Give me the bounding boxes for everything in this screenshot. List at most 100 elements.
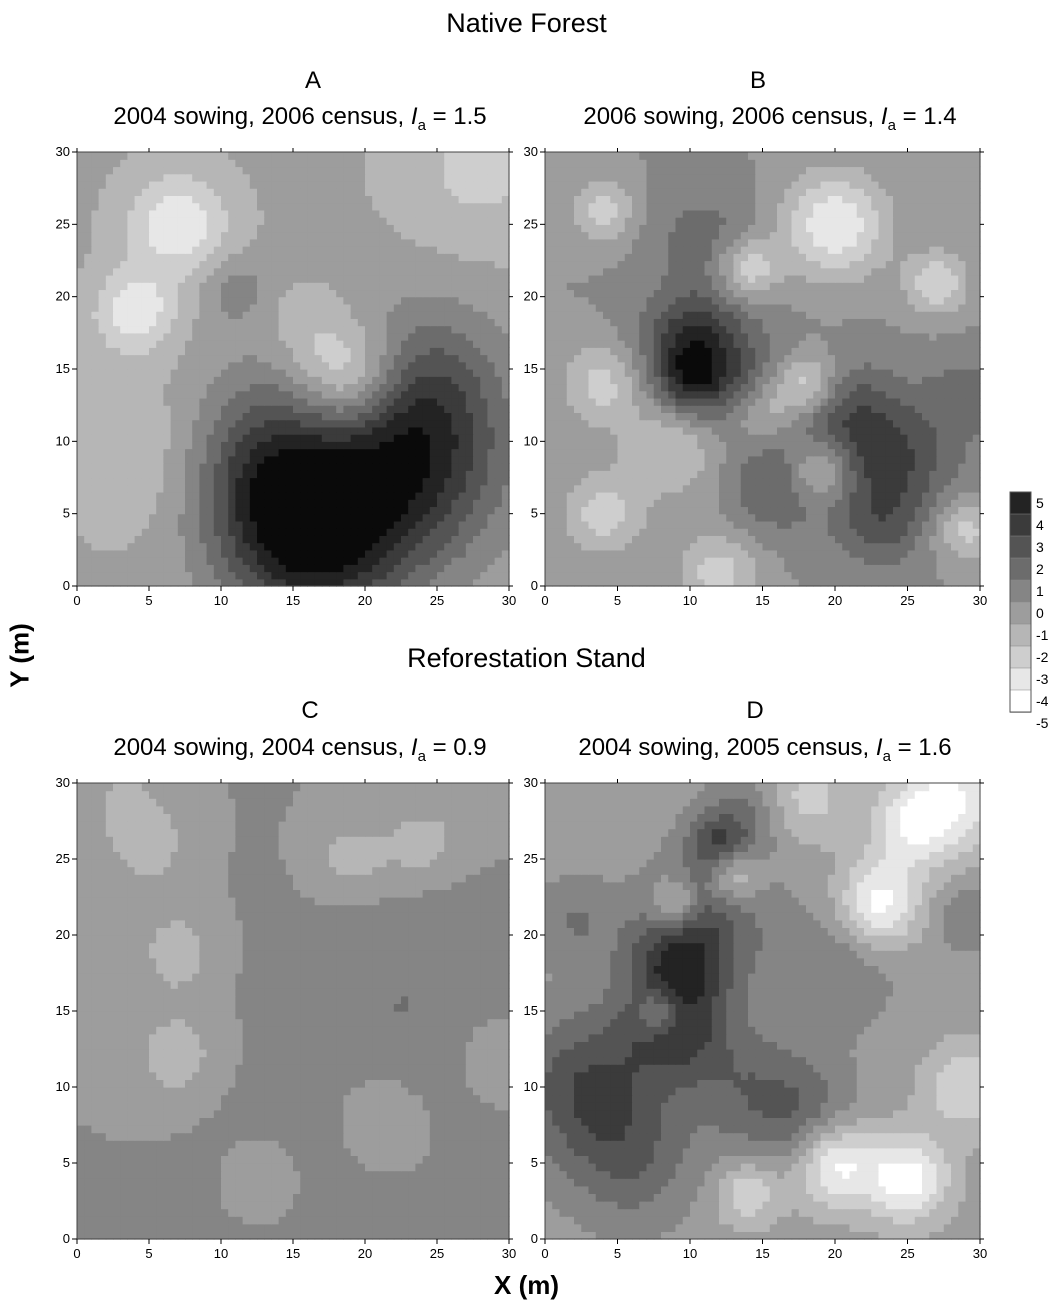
contour-cell xyxy=(422,470,431,479)
contour-cell xyxy=(285,173,294,182)
contour-cell xyxy=(293,274,301,283)
contour-cell xyxy=(113,448,121,457)
contour-cell xyxy=(704,441,713,450)
contour-cell xyxy=(185,434,193,442)
contour-cell xyxy=(813,477,822,486)
contour-cell xyxy=(285,340,294,348)
contour-cell xyxy=(84,159,92,168)
contour-cell xyxy=(415,253,424,262)
contour-cell xyxy=(675,434,684,442)
contour-cell xyxy=(487,202,496,211)
contour-cell xyxy=(697,578,706,587)
contour-cell xyxy=(127,419,136,428)
contour-cell xyxy=(372,303,380,312)
contour-cell xyxy=(84,224,92,233)
contour-cell xyxy=(748,441,756,450)
contour-cell xyxy=(444,557,452,565)
contour-cell xyxy=(487,209,496,218)
contour-cell xyxy=(293,535,301,544)
contour-cell xyxy=(350,441,359,450)
contour-cell xyxy=(221,289,229,298)
contour-cell xyxy=(300,282,308,291)
contour-cell xyxy=(900,564,909,573)
contour-cell xyxy=(429,499,438,508)
contour-cell xyxy=(329,217,337,225)
contour-cell xyxy=(871,528,880,536)
contour-cell xyxy=(350,318,359,327)
contour-cell xyxy=(408,405,416,413)
contour-cell xyxy=(726,528,735,536)
contour-cell xyxy=(264,383,272,392)
contour-cell xyxy=(343,260,352,269)
contour-cell xyxy=(156,260,164,269)
contour-cell xyxy=(624,463,633,471)
contour-cell xyxy=(271,578,280,587)
contour-cell xyxy=(784,520,793,529)
contour-cell xyxy=(221,274,229,283)
contour-cell xyxy=(170,369,179,377)
contour-cell xyxy=(379,484,388,493)
contour-cell xyxy=(740,491,749,500)
contour-cell xyxy=(675,578,684,587)
contour-cell xyxy=(494,253,503,262)
contour-cell xyxy=(221,361,229,370)
contour-cell xyxy=(733,578,742,587)
contour-cell xyxy=(501,361,510,370)
contour-cell xyxy=(856,571,865,580)
contour-cell xyxy=(357,499,366,508)
contour-cell xyxy=(329,166,337,175)
contour-cell xyxy=(487,253,496,262)
contour-cell xyxy=(77,159,85,168)
contour-cell xyxy=(329,448,337,457)
contour-cell xyxy=(379,535,388,544)
contour-cell xyxy=(221,311,229,319)
contour-cell xyxy=(791,441,800,450)
contour-cell xyxy=(350,217,359,225)
contour-cell xyxy=(943,470,952,479)
contour-cell xyxy=(329,549,337,558)
contour-cell xyxy=(379,152,388,160)
contour-cell xyxy=(156,282,164,291)
contour-cell xyxy=(451,549,460,558)
contour-cell xyxy=(105,303,114,312)
contour-cell xyxy=(610,528,619,536)
contour-cell xyxy=(922,564,930,573)
contour-cell xyxy=(907,528,916,536)
contour-cell xyxy=(206,376,215,385)
contour-cell xyxy=(951,513,959,522)
contour-cell xyxy=(350,571,359,580)
contour-cell xyxy=(300,159,308,168)
contour-cell xyxy=(185,578,193,587)
contour-cell xyxy=(113,535,121,544)
contour-cell xyxy=(307,434,316,442)
contour-cell xyxy=(314,152,323,160)
contour-cell xyxy=(429,354,438,363)
contour-cell xyxy=(300,231,308,240)
contour-cell xyxy=(465,347,474,356)
contour-cell xyxy=(697,513,706,522)
contour-cell xyxy=(365,397,373,406)
contour-cell xyxy=(170,463,179,471)
contour-cell xyxy=(444,224,452,233)
contour-cell xyxy=(379,390,388,399)
contour-cell xyxy=(163,289,172,298)
contour-cell xyxy=(213,506,222,515)
contour-cell xyxy=(235,412,244,421)
contour-cell xyxy=(943,528,952,536)
contour-cell xyxy=(501,470,510,479)
contour-cell xyxy=(228,463,236,471)
contour-cell xyxy=(581,571,590,580)
contour-cell xyxy=(120,347,128,356)
contour-cell xyxy=(401,376,409,385)
contour-cell xyxy=(690,571,698,580)
contour-cell xyxy=(329,267,337,276)
contour-cell xyxy=(813,513,822,522)
contour-cell xyxy=(249,412,258,421)
contour-cell xyxy=(473,260,481,269)
contour-cell xyxy=(408,202,416,211)
contour-cell xyxy=(465,499,474,508)
contour-cell xyxy=(393,484,402,493)
contour-cell xyxy=(437,571,445,580)
contour-cell xyxy=(120,318,128,327)
contour-cell xyxy=(199,224,208,233)
